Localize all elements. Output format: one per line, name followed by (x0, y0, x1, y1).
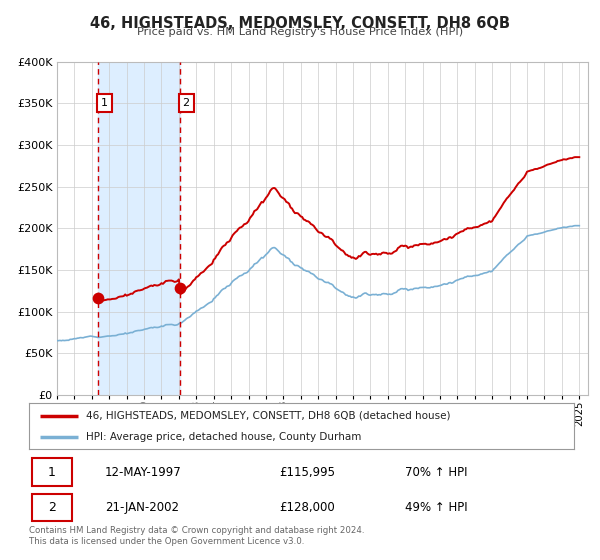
Bar (98, 62, 180, 395)
Text: 1: 1 (101, 98, 107, 108)
Text: 21-JAN-2002: 21-JAN-2002 (105, 501, 179, 514)
Text: £128,000: £128,000 (280, 501, 335, 514)
Text: 46, HIGHSTEADS, MEDOMSLEY, CONSETT, DH8 6QB: 46, HIGHSTEADS, MEDOMSLEY, CONSETT, DH8 … (90, 16, 510, 31)
Text: Contains HM Land Registry data © Crown copyright and database right 2024.
This d: Contains HM Land Registry data © Crown c… (29, 526, 364, 546)
FancyBboxPatch shape (32, 459, 73, 486)
Text: HPI: Average price, detached house, County Durham: HPI: Average price, detached house, Coun… (86, 432, 361, 442)
Text: £115,995: £115,995 (280, 465, 335, 479)
Text: 12-MAY-1997: 12-MAY-1997 (105, 465, 182, 479)
Text: 46, HIGHSTEADS, MEDOMSLEY, CONSETT, DH8 6QB (detached house): 46, HIGHSTEADS, MEDOMSLEY, CONSETT, DH8 … (86, 410, 451, 421)
Point (175, 284, 185, 293)
Text: 1: 1 (48, 465, 56, 479)
Text: 2: 2 (48, 501, 56, 514)
Text: 49% ↑ HPI: 49% ↑ HPI (405, 501, 467, 514)
Text: 70% ↑ HPI: 70% ↑ HPI (405, 465, 467, 479)
FancyBboxPatch shape (32, 494, 73, 521)
Text: 2: 2 (182, 98, 190, 108)
Point (93, 293, 103, 302)
Text: Price paid vs. HM Land Registry's House Price Index (HPI): Price paid vs. HM Land Registry's House … (137, 27, 463, 38)
